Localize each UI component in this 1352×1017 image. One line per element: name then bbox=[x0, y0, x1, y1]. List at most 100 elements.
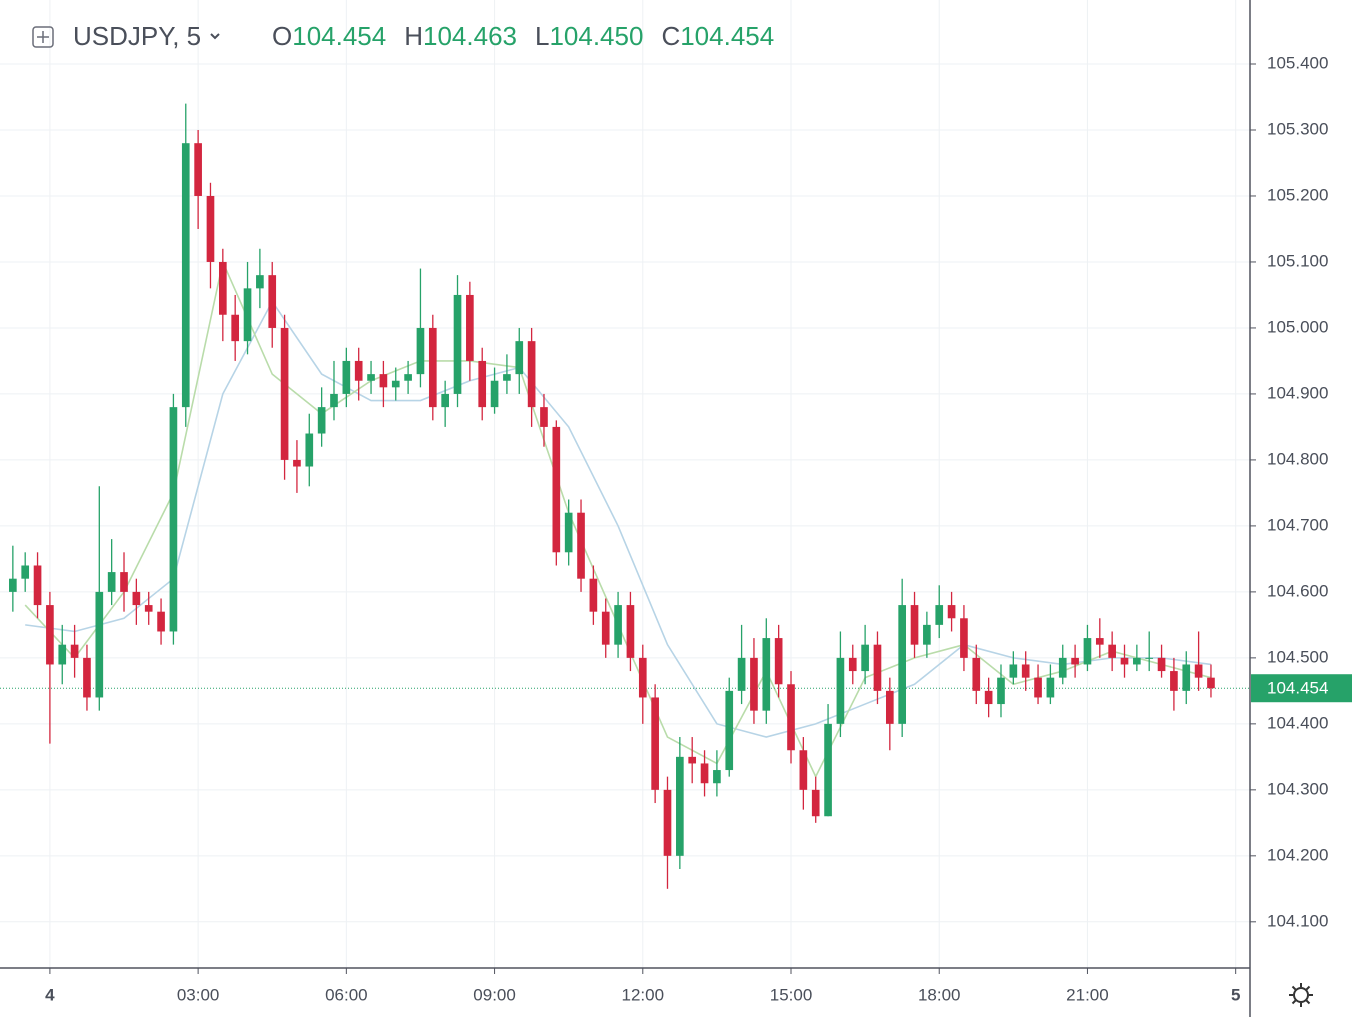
x-tick-label: 03:00 bbox=[177, 985, 220, 1004]
candle-body bbox=[972, 657, 981, 691]
candle-body bbox=[256, 275, 264, 289]
ohlc-value: 104.450 bbox=[549, 21, 643, 51]
candle-body bbox=[1034, 677, 1042, 698]
candle-body bbox=[157, 611, 165, 632]
candle-body bbox=[120, 572, 128, 592]
candle-body bbox=[1182, 664, 1191, 691]
candle-body bbox=[280, 327, 289, 460]
candle-body bbox=[1095, 638, 1104, 645]
y-tick-label: 105.100 bbox=[1267, 251, 1328, 270]
gear-teeth bbox=[1289, 983, 1313, 1007]
candle-body bbox=[391, 380, 400, 388]
candle-body bbox=[169, 407, 178, 632]
plot-layer bbox=[0, 0, 1250, 968]
y-tick-label: 105.400 bbox=[1267, 53, 1328, 72]
x-tick-label: 15:00 bbox=[770, 985, 813, 1004]
candle-body bbox=[898, 605, 907, 724]
candle-body bbox=[305, 433, 314, 467]
candle-body bbox=[848, 657, 857, 672]
candle-body bbox=[527, 341, 536, 408]
candle-body bbox=[540, 407, 548, 427]
ohlc-key: O bbox=[272, 21, 292, 51]
candle-body bbox=[700, 763, 709, 784]
candle-body bbox=[824, 723, 832, 817]
expand-plus bbox=[37, 31, 49, 43]
y-tick-label: 104.300 bbox=[1267, 779, 1328, 798]
expand-icon[interactable] bbox=[32, 26, 54, 48]
candle-body bbox=[1021, 664, 1030, 678]
candle-body bbox=[960, 618, 968, 658]
ohlc-key: H bbox=[404, 21, 423, 51]
candle-body bbox=[577, 512, 585, 579]
candle-body bbox=[144, 605, 153, 612]
candle-body bbox=[132, 591, 141, 606]
candle-body bbox=[1009, 664, 1018, 678]
candle-body bbox=[885, 690, 894, 724]
candle-body bbox=[873, 644, 882, 691]
candle-body bbox=[552, 426, 561, 553]
candle-body bbox=[428, 327, 437, 408]
candle-body bbox=[1133, 657, 1141, 665]
candle-body bbox=[737, 657, 746, 691]
candle-body bbox=[947, 605, 956, 619]
candle-body bbox=[404, 374, 412, 381]
ohlc-key: C bbox=[661, 21, 680, 51]
candle-body bbox=[21, 565, 30, 579]
candle-body bbox=[1071, 657, 1079, 665]
x-tick-label: 18:00 bbox=[918, 985, 961, 1004]
candle-body bbox=[688, 756, 697, 764]
candle-body bbox=[1207, 677, 1215, 689]
candle-body bbox=[268, 275, 277, 328]
x-tick-label: 5 bbox=[1231, 985, 1240, 1004]
candle-body bbox=[206, 195, 215, 262]
moving-average bbox=[25, 300, 1212, 738]
candle-body bbox=[651, 697, 659, 790]
settings-icon[interactable] bbox=[1289, 983, 1313, 1007]
candle-body bbox=[83, 657, 91, 698]
ohlc-value: 104.454 bbox=[680, 21, 774, 51]
candle-body bbox=[787, 684, 795, 751]
candle-body bbox=[799, 750, 808, 790]
candle-body bbox=[1120, 657, 1129, 665]
symbol[interactable]: USDJPY, 5 bbox=[73, 21, 201, 51]
candle-body bbox=[342, 360, 351, 394]
candle-body bbox=[194, 143, 202, 196]
candle-body bbox=[243, 288, 252, 342]
candle-body bbox=[638, 657, 647, 698]
x-tick-label: 21:00 bbox=[1066, 985, 1109, 1004]
y-tick-label: 104.100 bbox=[1267, 911, 1328, 930]
candle-body bbox=[750, 657, 758, 711]
candle-body bbox=[935, 605, 944, 625]
candle-body bbox=[379, 374, 388, 388]
candle-body bbox=[1108, 644, 1116, 658]
candle-body bbox=[564, 512, 573, 553]
candle-body bbox=[367, 374, 375, 381]
candle-body bbox=[725, 690, 734, 771]
y-tick-label: 104.900 bbox=[1267, 383, 1328, 402]
candle-body bbox=[774, 638, 783, 685]
y-tick-label: 104.500 bbox=[1267, 647, 1328, 666]
y-tick-label: 104.600 bbox=[1267, 581, 1328, 600]
x-tick-label: 06:00 bbox=[325, 985, 368, 1004]
last-price-badge bbox=[1251, 674, 1352, 703]
y-tick-label: 104.800 bbox=[1267, 449, 1328, 468]
candle-body bbox=[478, 360, 487, 408]
candle-body bbox=[354, 360, 363, 381]
candle-body bbox=[231, 314, 240, 342]
candle-body bbox=[1083, 638, 1092, 665]
candle-body bbox=[984, 690, 993, 705]
candle-body bbox=[218, 261, 227, 315]
y-tick-label: 104.400 bbox=[1267, 713, 1328, 732]
candle-body bbox=[58, 644, 67, 665]
candle-body bbox=[9, 578, 17, 592]
ohlc-value: 104.454 bbox=[292, 21, 386, 51]
symbol-chevron[interactable] bbox=[210, 33, 220, 40]
candle-body bbox=[762, 638, 771, 711]
candle-body bbox=[503, 374, 511, 381]
candle-body bbox=[293, 459, 301, 467]
moving-average bbox=[24, 259, 1212, 779]
candle-body bbox=[836, 657, 845, 724]
candle-body bbox=[33, 565, 42, 606]
